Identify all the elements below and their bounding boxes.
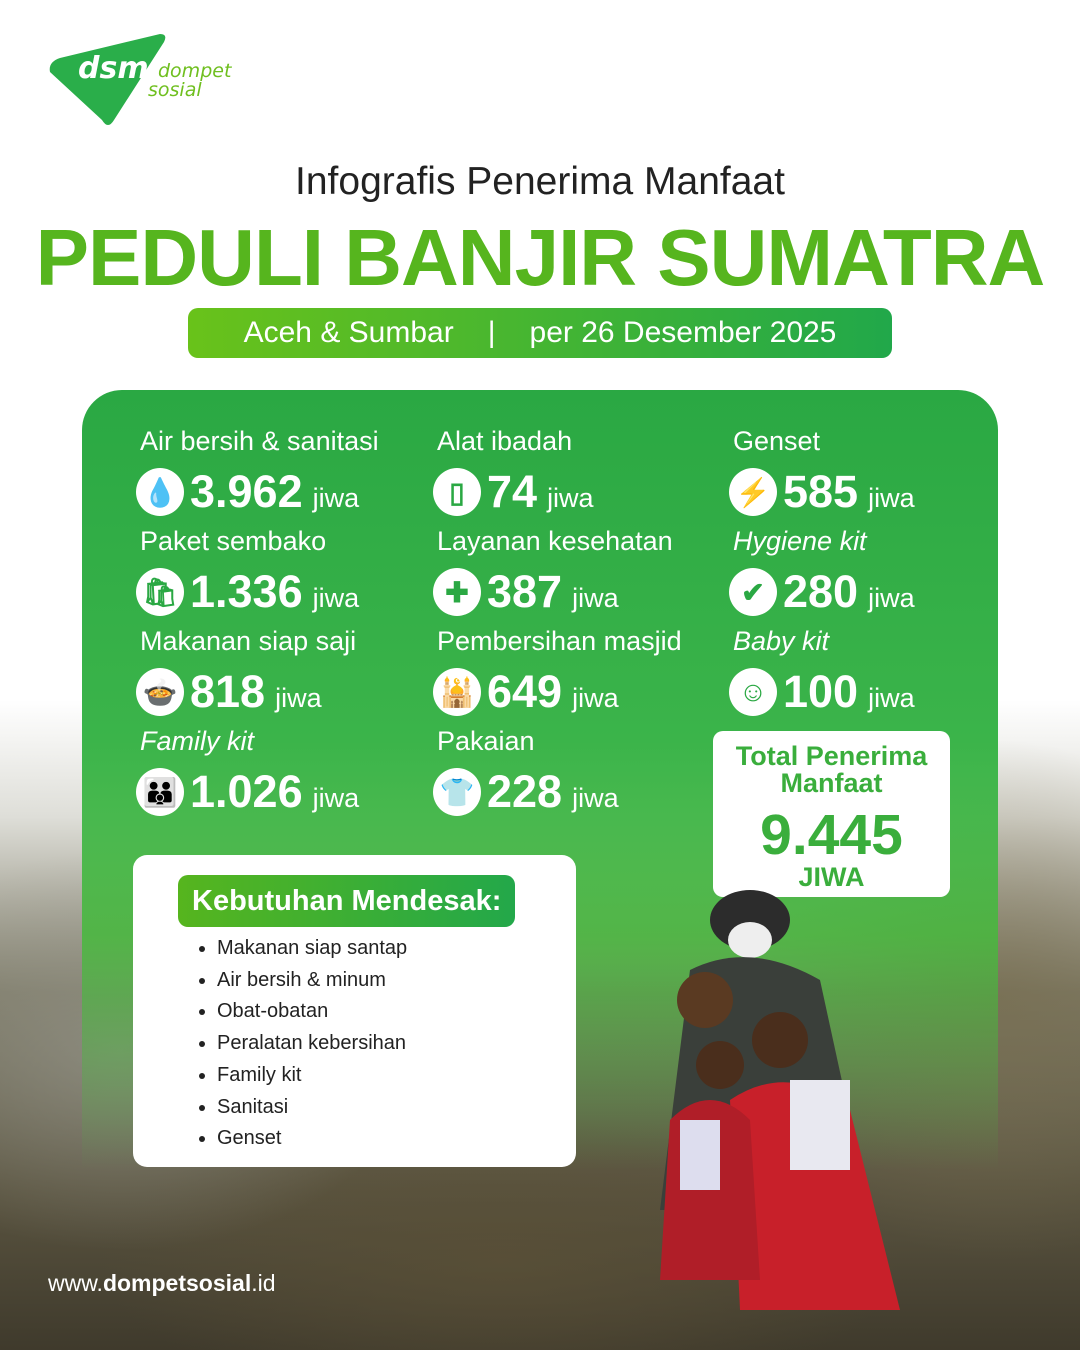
- total-box: Total Penerima Manfaat 9.445 JIWA: [713, 731, 950, 897]
- stat-label: Family kit: [140, 726, 254, 756]
- stat-unit: jiwa: [572, 783, 619, 813]
- stat-unit: jiwa: [312, 483, 360, 513]
- stat-value: 585: [783, 466, 859, 517]
- stat-item: Family kit 👪 1.026 jiwa: [136, 726, 359, 818]
- medical-cross-icon: ✚: [433, 568, 481, 616]
- urgent-need-item: Makanan siap santap: [217, 933, 407, 965]
- tshirt-icon: 👕: [433, 768, 481, 816]
- prayer-mat-icon: ▯: [433, 468, 481, 516]
- stat-value: 100: [783, 666, 859, 717]
- stat-item: Air bersih & sanitasi 💧 3.962 jiwa: [136, 426, 379, 518]
- urgent-need-item: Obat-obatan: [217, 996, 407, 1028]
- urgent-needs-heading: Kebutuhan Mendesak:: [178, 875, 516, 927]
- total-value: 9.445: [760, 803, 903, 867]
- family-icon: 👪: [136, 768, 184, 816]
- stat-label: Hygiene kit: [733, 526, 867, 556]
- urgent-need-item: Genset: [217, 1123, 407, 1155]
- website-url[interactable]: www.dompetsosial.id: [48, 1270, 276, 1296]
- stat-item: Layanan kesehatan ✚ 387 jiwa: [433, 526, 673, 618]
- stat-label: Pembersihan masjid: [437, 626, 682, 656]
- stat-item: Baby kit ☺ 100 jiwa: [729, 626, 915, 718]
- page-title: PEDULI BANJIR SUMATRA: [35, 213, 1046, 302]
- separator: |: [487, 316, 496, 349]
- stat-value: 387: [487, 566, 563, 617]
- stat-label: Makanan siap saji: [140, 626, 357, 656]
- generator-icon: ⚡: [729, 468, 777, 516]
- stat-unit: jiwa: [312, 583, 360, 613]
- grocery-bag-icon: 🛍: [136, 568, 184, 616]
- region-date-badge: Aceh & Sumbar | per 26 Desember 2025: [188, 308, 892, 358]
- stat-unit: jiwa: [312, 783, 360, 813]
- stat-label: Baby kit: [733, 626, 830, 656]
- page-subtitle: Infografis Penerima Manfaat: [295, 160, 785, 203]
- stat-unit: jiwa: [572, 683, 619, 713]
- urgent-need-item: Sanitasi: [217, 1092, 407, 1124]
- urgent-need-item: Peralatan kebersihan: [217, 1028, 407, 1060]
- stat-item: Pembersihan masjid 🕌 649 jiwa: [433, 626, 682, 718]
- total-label: Total Penerima Manfaat: [735, 741, 928, 798]
- stat-item: Alat ibadah ▯ 74 jiwa: [433, 426, 594, 518]
- stat-item: Hygiene kit ✔ 280 jiwa: [729, 526, 915, 618]
- stat-value: 74: [487, 466, 538, 517]
- stat-item: Genset ⚡ 585 jiwa: [729, 426, 915, 518]
- date: per 26 Desember 2025: [529, 316, 837, 349]
- stat-unit: jiwa: [868, 683, 915, 713]
- food-icon: 🍲: [136, 668, 184, 716]
- stat-item: Pakaian 👕 228 jiwa: [433, 726, 619, 818]
- stat-value: 818: [190, 666, 266, 717]
- urgent-needs-box: Kebutuhan Mendesak: Makanan siap santapA…: [133, 855, 576, 1167]
- total-unit: JIWA: [798, 862, 865, 892]
- stat-unit: jiwa: [275, 683, 322, 713]
- stat-value: 1.026: [190, 766, 303, 817]
- beneficiaries-photo: [660, 890, 900, 1310]
- stat-label: Air bersih & sanitasi: [140, 426, 379, 456]
- stat-unit: jiwa: [547, 483, 594, 513]
- stat-unit: jiwa: [868, 483, 915, 513]
- urgent-need-item: Family kit: [217, 1060, 407, 1092]
- stat-value: 228: [487, 766, 563, 817]
- logo: dsm: [48, 32, 168, 136]
- stat-label: Alat ibadah: [437, 426, 573, 456]
- stat-item: Makanan siap saji 🍲 818 jiwa: [136, 626, 356, 718]
- urgent-needs-list: Makanan siap santapAir bersih & minumOba…: [217, 933, 407, 1155]
- shield-check-icon: ✔: [729, 568, 777, 616]
- region: Aceh & Sumbar: [243, 316, 454, 349]
- svg-text:dsm: dsm: [78, 51, 149, 86]
- brand-name: dompet sosial: [148, 60, 232, 101]
- stat-value: 280: [783, 566, 859, 617]
- urgent-need-item: Air bersih & minum: [217, 965, 407, 997]
- stat-item: Paket sembako 🛍 1.336 jiwa: [136, 526, 359, 618]
- stat-label: Pakaian: [437, 726, 535, 756]
- stat-unit: jiwa: [868, 583, 915, 613]
- stat-label: Layanan kesehatan: [437, 526, 673, 556]
- stat-value: 1.336: [190, 566, 303, 617]
- stat-value: 3.962: [190, 466, 303, 517]
- baby-icon: ☺: [729, 668, 777, 716]
- stat-value: 649: [487, 666, 563, 717]
- water-drop-icon: 💧: [136, 468, 184, 516]
- mosque-icon: 🕌: [433, 668, 481, 716]
- stat-label: Genset: [733, 426, 821, 456]
- stat-label: Paket sembako: [140, 526, 327, 556]
- stat-unit: jiwa: [572, 583, 619, 613]
